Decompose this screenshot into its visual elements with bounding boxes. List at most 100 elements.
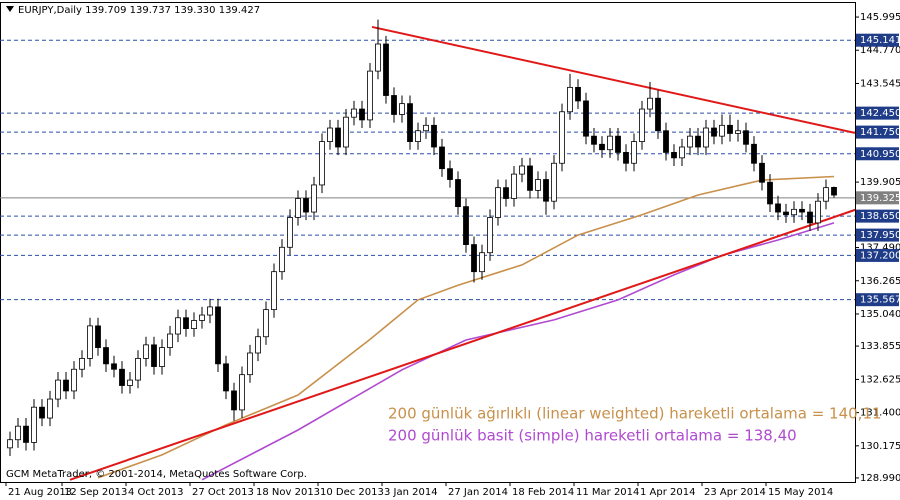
candle-body [439, 146, 445, 170]
x-tick-label: 15 May 2014 [768, 487, 833, 498]
candle-body [775, 203, 781, 213]
candle-body [807, 211, 813, 224]
x-tick-label: 10 Dec 2013 [320, 487, 384, 498]
candle-body [287, 217, 293, 248]
candle-body [47, 398, 53, 419]
candle-body [423, 124, 429, 132]
candle-body [79, 358, 85, 370]
candle-body [527, 165, 533, 191]
candle-body [607, 135, 613, 151]
candle-body [791, 208, 797, 216]
candle-body [367, 70, 373, 121]
level-label: 140.950 [860, 149, 900, 160]
x-tick-label: 4 Oct 2013 [128, 487, 183, 498]
candle-body [319, 141, 325, 186]
candle-body [103, 347, 109, 365]
candle-body [687, 135, 693, 148]
level-label: 145.141 [860, 35, 900, 46]
candle-body [303, 198, 309, 213]
level-label-box [856, 228, 899, 242]
candle-body [415, 130, 421, 142]
candle-body [623, 152, 629, 164]
y-tick-label: 145.995 [860, 12, 900, 23]
candle-body [39, 406, 45, 419]
candle-body [255, 336, 261, 354]
level-label-box [856, 33, 899, 47]
candle-body [391, 95, 397, 115]
plot-frame [0, 2, 856, 483]
candle-body [759, 162, 765, 183]
y-tick-label: 139.905 [860, 177, 900, 188]
level-label-box [856, 293, 899, 307]
candle-body [543, 179, 549, 202]
candle-body [343, 116, 349, 148]
candle-body [431, 124, 437, 148]
candles [7, 19, 837, 456]
candle-body [671, 152, 677, 159]
x-tick-label: 12 Sep 2013 [64, 487, 127, 498]
candle-body [831, 187, 837, 196]
trendline [371, 25, 855, 134]
candle-body [455, 179, 461, 208]
level-label-box [856, 106, 899, 120]
moving-average-label: 200 günlük basit (simple) hareketli orta… [388, 427, 797, 445]
candle-body [223, 363, 229, 392]
candle-body [143, 344, 149, 359]
moving-average [97, 175, 835, 479]
y-tick-label: 137.490 [860, 243, 900, 254]
x-tick-label: 18 Nov 2013 [256, 487, 320, 498]
candle-body [351, 108, 357, 118]
candle-body [711, 127, 717, 137]
level-label-box [856, 248, 899, 262]
candle-body [503, 187, 509, 199]
candle-body [375, 43, 381, 72]
candle-body [295, 198, 301, 218]
candle-body [663, 130, 669, 153]
candle-body [63, 379, 69, 392]
moving-average-label: 200 günlük ağırlıklı (linear weighted) h… [388, 405, 882, 423]
candle-body [239, 374, 245, 411]
candle-body [783, 211, 789, 216]
candle-body [167, 333, 173, 348]
level-label-box [856, 209, 899, 223]
candle-body [727, 124, 733, 134]
candle-body [487, 217, 493, 254]
candle-body [471, 244, 477, 273]
axes: 145.995 144.770 143.545 139.905 137.490 136.2… [5, 12, 900, 498]
candle-body [511, 173, 517, 199]
candle-body [559, 111, 565, 164]
level-label: 137.950 [860, 230, 900, 241]
candle-body [271, 271, 277, 311]
candle-body [407, 103, 413, 142]
candle-body [735, 130, 741, 134]
candle-body [71, 368, 77, 392]
y-tick-label: 133.855 [860, 341, 900, 352]
candle-body [95, 325, 101, 348]
candle-body [815, 200, 821, 224]
candle-body [399, 103, 405, 115]
candle-body [215, 306, 221, 365]
candle-body [463, 206, 469, 245]
candle-body [7, 439, 13, 449]
candle-body [183, 317, 189, 329]
candle-body [447, 168, 453, 180]
x-tick-label: 21 Aug 2013 [8, 487, 72, 498]
candle-body [159, 347, 165, 367]
candle-body [567, 86, 573, 113]
candle-body [175, 317, 181, 335]
candle-body [751, 143, 757, 164]
candle-body [767, 181, 773, 205]
x-tick-label: 1 Apr 2014 [640, 487, 695, 498]
candle-body [799, 208, 805, 213]
candle-body [151, 344, 157, 367]
y-tick-label: 144.770 [860, 45, 900, 56]
current-price-label: 139.325 [860, 193, 900, 204]
candle-body [719, 124, 725, 137]
candle-body [23, 425, 29, 443]
candle-body [31, 406, 37, 443]
candle-body [247, 352, 253, 376]
x-tick-label: 11 Mar 2014 [576, 487, 639, 498]
candle-body [647, 97, 653, 110]
